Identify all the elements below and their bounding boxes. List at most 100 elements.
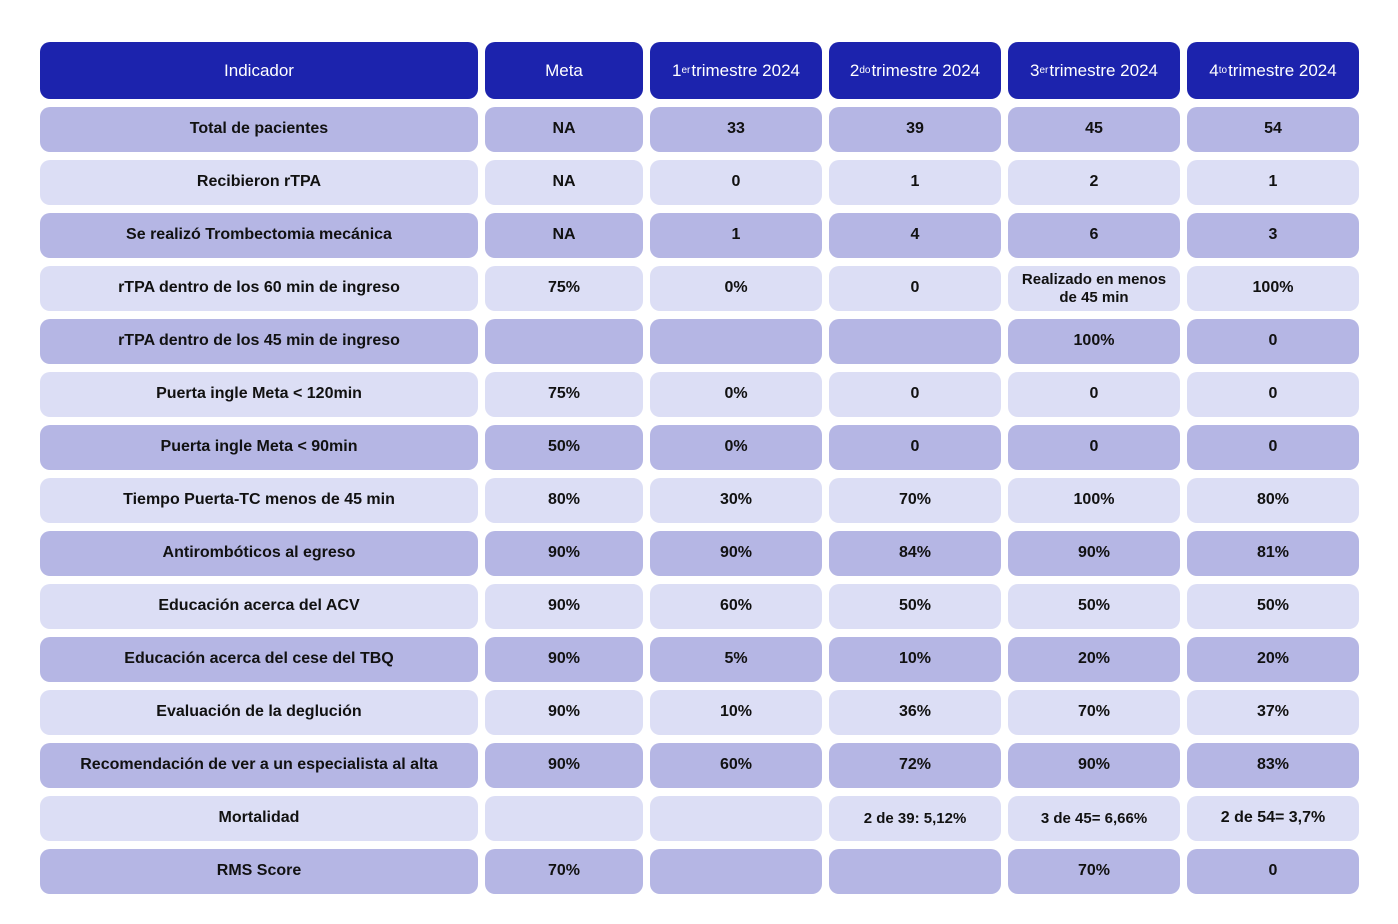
indicator-cell: Educación acerca del ACV bbox=[40, 584, 478, 629]
table-cell: 84% bbox=[829, 531, 1001, 576]
table-cell: 2 de 54= 3,7% bbox=[1187, 796, 1359, 841]
indicator-cell: Recibieron rTPA bbox=[40, 160, 478, 205]
table-cell: 4 bbox=[829, 213, 1001, 258]
indicator-cell: rTPA dentro de los 45 min de ingreso bbox=[40, 319, 478, 364]
table-cell: 0% bbox=[650, 372, 822, 417]
column-header-base: 2 bbox=[849, 60, 860, 80]
table-cell: 75% bbox=[485, 266, 643, 311]
table-cell: 2 de 39: 5,12% bbox=[829, 796, 1001, 841]
table-cell: 70% bbox=[485, 849, 643, 894]
table-cell: 39 bbox=[829, 107, 1001, 152]
column-header: 2 do trimestre 2024 bbox=[829, 42, 1001, 99]
table-cell: 0 bbox=[1187, 372, 1359, 417]
column-header-base: 1 bbox=[671, 60, 682, 80]
indicator-cell: Se realizó Trombectomia mecánica bbox=[40, 213, 478, 258]
table-cell: 0% bbox=[650, 266, 822, 311]
table-cell: 37% bbox=[1187, 690, 1359, 735]
table-cell: NA bbox=[485, 107, 643, 152]
table-cell: 90% bbox=[650, 531, 822, 576]
table-cell: 5% bbox=[650, 637, 822, 682]
table-cell: 30% bbox=[650, 478, 822, 523]
table-cell: 36% bbox=[829, 690, 1001, 735]
column-header: 3 er trimestre 2024 bbox=[1008, 42, 1180, 99]
table-cell bbox=[650, 849, 822, 894]
table-cell: 20% bbox=[1187, 637, 1359, 682]
table-cell: 100% bbox=[1008, 478, 1180, 523]
table-cell: 54 bbox=[1187, 107, 1359, 152]
table-cell: 50% bbox=[1187, 584, 1359, 629]
indicator-cell: RMS Score bbox=[40, 849, 478, 894]
indicator-cell: Total de pacientes bbox=[40, 107, 478, 152]
table-cell: 80% bbox=[1187, 478, 1359, 523]
table-cell: 72% bbox=[829, 743, 1001, 788]
table-cell: 83% bbox=[1187, 743, 1359, 788]
indicator-cell: Educación acerca del cese del TBQ bbox=[40, 637, 478, 682]
column-header-base: Meta bbox=[545, 60, 583, 80]
table-cell: 50% bbox=[829, 584, 1001, 629]
table-cell: 1 bbox=[829, 160, 1001, 205]
indicator-cell: Mortalidad bbox=[40, 796, 478, 841]
table-cell: 0 bbox=[1187, 319, 1359, 364]
table-cell: 90% bbox=[485, 531, 643, 576]
table-cell: Realizado en menos de 45 min bbox=[1008, 266, 1180, 311]
column-header: Meta bbox=[485, 42, 643, 99]
table-cell bbox=[829, 849, 1001, 894]
indicator-cell: Recomendación de ver a un especialista a… bbox=[40, 743, 478, 788]
table-cell: 2 bbox=[1008, 160, 1180, 205]
table-cell: 0 bbox=[829, 266, 1001, 311]
column-header-rest: trimestre 2024 bbox=[1228, 60, 1337, 80]
column-header: Indicador bbox=[40, 42, 478, 99]
table-cell: 10% bbox=[829, 637, 1001, 682]
table-cell: 90% bbox=[1008, 743, 1180, 788]
table-cell: 0 bbox=[1008, 372, 1180, 417]
column-header-superscript: to bbox=[1218, 64, 1228, 76]
table-cell: 50% bbox=[485, 425, 643, 470]
column-header-base: 3 bbox=[1029, 60, 1040, 80]
table-cell: 0 bbox=[1187, 849, 1359, 894]
table-cell: 3 de 45= 6,66% bbox=[1008, 796, 1180, 841]
table-cell bbox=[650, 796, 822, 841]
table-cell: 70% bbox=[1008, 849, 1180, 894]
indicator-cell: Evaluación de la deglución bbox=[40, 690, 478, 735]
table-cell: 33 bbox=[650, 107, 822, 152]
table-cell bbox=[829, 319, 1001, 364]
table-cell: 10% bbox=[650, 690, 822, 735]
table-cell: 70% bbox=[829, 478, 1001, 523]
indicator-cell: Antirombóticos al egreso bbox=[40, 531, 478, 576]
table-cell: 60% bbox=[650, 743, 822, 788]
table-cell: 0 bbox=[829, 425, 1001, 470]
table-cell: 90% bbox=[485, 690, 643, 735]
table-cell: 100% bbox=[1008, 319, 1180, 364]
indicator-cell: Puerta ingle Meta < 120min bbox=[40, 372, 478, 417]
table-cell bbox=[485, 796, 643, 841]
table-cell: 0 bbox=[829, 372, 1001, 417]
column-header-superscript: do bbox=[859, 64, 871, 76]
column-header-rest: trimestre 2024 bbox=[691, 60, 801, 80]
table-cell: 3 bbox=[1187, 213, 1359, 258]
table-cell: 75% bbox=[485, 372, 643, 417]
table-cell: 0 bbox=[1187, 425, 1359, 470]
table-cell: 20% bbox=[1008, 637, 1180, 682]
column-header-rest: trimestre 2024 bbox=[1049, 60, 1159, 80]
indicators-table: Indicador Meta 1 er trimestre 2024 2 do tr… bbox=[40, 42, 1359, 894]
table-cell: 81% bbox=[1187, 531, 1359, 576]
table-cell bbox=[650, 319, 822, 364]
table-cell bbox=[485, 319, 643, 364]
table-cell: NA bbox=[485, 160, 643, 205]
indicator-cell: Puerta ingle Meta < 90min bbox=[40, 425, 478, 470]
indicator-cell: Tiempo Puerta-TC menos de 45 min bbox=[40, 478, 478, 523]
column-header-rest: trimestre 2024 bbox=[871, 60, 981, 80]
table-cell: 90% bbox=[485, 584, 643, 629]
table-cell: 1 bbox=[1187, 160, 1359, 205]
table-cell: 70% bbox=[1008, 690, 1180, 735]
table-cell: NA bbox=[485, 213, 643, 258]
column-header: 1 er trimestre 2024 bbox=[650, 42, 822, 99]
table-cell: 90% bbox=[1008, 531, 1180, 576]
column-header: 4 to trimestre 2024 bbox=[1187, 42, 1359, 99]
table-cell: 45 bbox=[1008, 107, 1180, 152]
table-cell: 60% bbox=[650, 584, 822, 629]
table-cell: 50% bbox=[1008, 584, 1180, 629]
column-header-base: Indicador bbox=[224, 60, 294, 80]
indicator-cell: rTPA dentro de los 60 min de ingreso bbox=[40, 266, 478, 311]
table-cell: 0 bbox=[650, 160, 822, 205]
